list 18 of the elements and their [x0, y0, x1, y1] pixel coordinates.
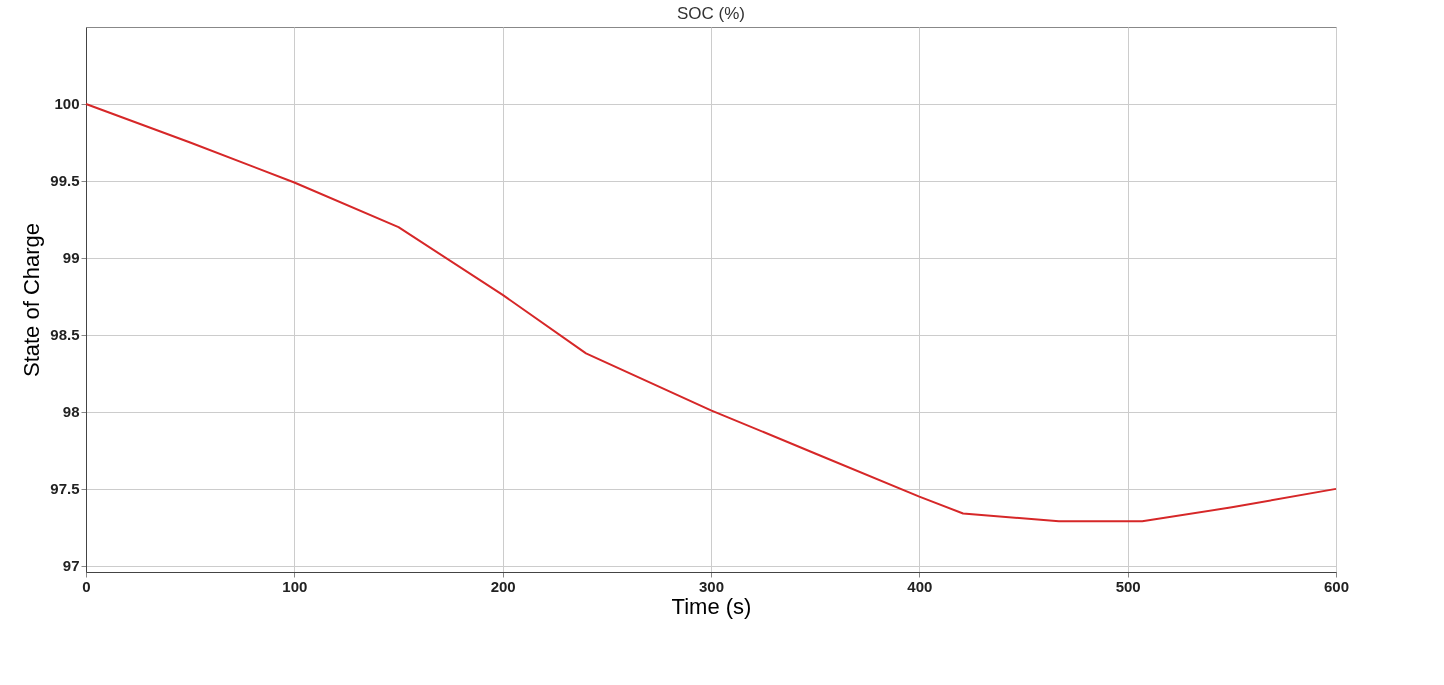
y-tick-label: 99	[62, 249, 80, 267]
y-axis-title: State of Charge	[19, 222, 45, 378]
x-tick-label: 0	[82, 577, 91, 595]
x-tick-label: 400	[907, 577, 933, 595]
x-tick-label: 200	[490, 577, 516, 595]
chart-title: SOC (%)	[677, 4, 745, 23]
y-tick-label: 97.5	[50, 480, 80, 498]
x-axis-title: Time (s)	[671, 593, 752, 619]
y-tick-label: 99.5	[50, 172, 80, 190]
y-tick-label: 100	[54, 95, 80, 113]
x-tick-label: 100	[282, 577, 308, 595]
x-tick-label: 600	[1323, 577, 1350, 595]
y-tick-label: 98.5	[50, 326, 80, 344]
x-tick-label: 300	[698, 577, 725, 595]
line-series	[85, 102, 1337, 523]
y-tick-label: 98	[62, 403, 80, 421]
y-tick-label: 97	[62, 557, 80, 575]
x-tick-label: 500	[1115, 577, 1141, 595]
